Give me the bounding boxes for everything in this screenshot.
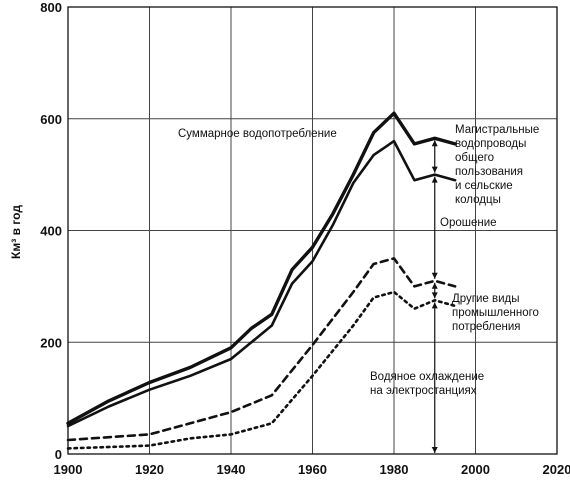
y-axis-label: Км³ в год — [9, 205, 23, 259]
x-tick-label: 1960 — [298, 462, 327, 477]
annotation-industrial-line: потребления — [452, 321, 520, 333]
bracket-arrows — [431, 140, 438, 453]
arrow-head — [431, 447, 438, 453]
arrow-head — [431, 272, 438, 279]
annotation-industrial-line: Другие виды — [452, 293, 520, 305]
annotation-industrial: Другие виды промышленного потребления — [452, 293, 539, 333]
plot-frame — [67, 6, 558, 455]
annotation-total: Суммарное водопотребление — [178, 128, 337, 140]
x-tick-label: 2000 — [461, 462, 490, 477]
annotation-cooling-line: на электростанциях — [370, 385, 477, 397]
y-tick-label: 800 — [40, 0, 62, 15]
y-tick-label: 200 — [40, 335, 62, 350]
y-tick-label: 0 — [55, 447, 62, 462]
annotation-municipal-line: Магистральные — [455, 124, 539, 136]
annotation-cooling: Водяное охлаждение на электростанциях — [370, 371, 484, 397]
arrow-head — [431, 282, 438, 289]
series-lines — [66, 111, 457, 450]
annotation-municipal-line: колодцы — [455, 194, 501, 206]
x-tick-label: 1920 — [135, 462, 164, 477]
series-line-4 — [66, 290, 457, 450]
annotation-municipal-line: общего — [455, 152, 494, 164]
series-line-2 — [66, 139, 457, 428]
tick-labels: 1900 1920 1940 1960 1980 2000 2020 0 200 400 600 80… — [40, 0, 570, 477]
series-line-1 — [66, 111, 457, 425]
annotation-municipal: Магистральные водопроводы общего пользов… — [455, 124, 539, 206]
arrow-head — [431, 302, 438, 309]
y-tick-label: 400 — [40, 224, 62, 239]
x-tick-label: 1940 — [217, 462, 246, 477]
series-line-3 — [66, 257, 457, 442]
arrow-head — [431, 166, 438, 173]
x-tick-label: 1980 — [380, 462, 409, 477]
annotation-industrial-line: промышленного — [452, 307, 539, 319]
x-tick-label: 1900 — [54, 462, 83, 477]
annotation-municipal-line: пользования — [455, 166, 523, 178]
y-tick-label: 600 — [40, 112, 62, 127]
arrow-head — [431, 292, 438, 299]
annotation-municipal-line: водопроводы — [455, 138, 526, 150]
arrow-head — [431, 176, 438, 183]
annotation-cooling-line: Водяное охлаждение — [370, 371, 484, 383]
annotation-irrigation: Орошение — [440, 217, 497, 229]
annotation-municipal-line: и сельские — [455, 180, 513, 192]
x-tick-label: 2020 — [543, 462, 570, 477]
arrow-head — [431, 140, 438, 147]
